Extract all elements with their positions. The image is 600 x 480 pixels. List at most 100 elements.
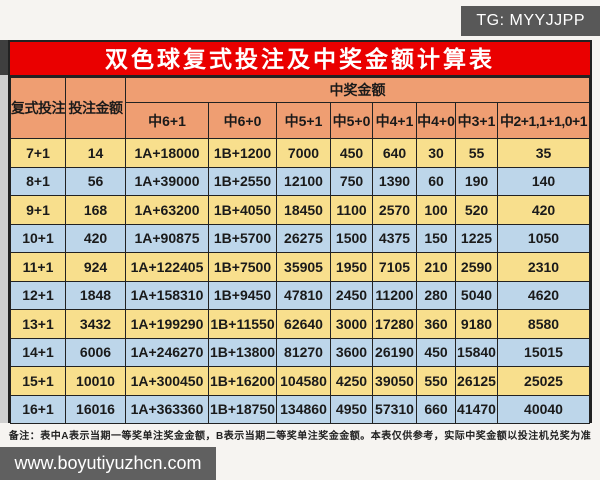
bet-cell: 15+1 — [10, 366, 66, 396]
prize-cell: 26190 — [372, 337, 417, 367]
prize-cell: 1950 — [330, 252, 373, 282]
prize-cell: 640 — [372, 138, 417, 168]
calculation-sheet: 双色球复式投注及中奖金额计算表 复式投注 投注金额 中奖金额 中6+1 中6+0… — [8, 40, 592, 424]
prize-cell: 280 — [416, 280, 456, 310]
prize-cell: 420 — [497, 195, 590, 225]
prize-cell: 360 — [416, 309, 456, 339]
prize-cell: 1A+300450 — [125, 366, 209, 396]
table-row: 7+1 14 1A+18000 1B+1200 7000 450 640 30 … — [10, 138, 590, 168]
prize-cell: 11200 — [372, 280, 417, 310]
prize-cell: 750 — [330, 166, 373, 196]
left-edge-shadow — [0, 40, 8, 75]
prize-cell: 30 — [416, 138, 456, 168]
prize-cell: 1A+90875 — [125, 223, 209, 253]
table-row: 13+1 3432 1A+199290 1B+11550 62640 3000 … — [10, 309, 590, 339]
website-url-bar: www.boyutiyuzhcn.com — [0, 447, 216, 480]
amount-cell: 6006 — [65, 337, 126, 367]
prize-cell: 18450 — [276, 195, 331, 225]
prize-cell: 62640 — [276, 309, 331, 339]
amount-cell: 168 — [65, 195, 126, 225]
amount-cell: 420 — [65, 223, 126, 253]
prize-cell: 2590 — [455, 252, 498, 282]
prize-cell: 15015 — [497, 337, 590, 367]
prize-cell: 1050 — [497, 223, 590, 253]
table-row: 15+1 10010 1A+300450 1B+16200 104580 425… — [10, 366, 590, 396]
prize-cell: 3000 — [330, 309, 373, 339]
bet-cell: 10+1 — [10, 223, 66, 253]
prize-cell: 1A+158310 — [125, 280, 209, 310]
bet-cell: 9+1 — [10, 195, 66, 225]
prize-cell: 1B+16200 — [208, 366, 277, 396]
prize-cell: 3600 — [330, 337, 373, 367]
prize-cell: 25025 — [497, 366, 590, 396]
table-header: 复式投注 投注金额 中奖金额 中6+1 中6+0 中5+1 中5+0 中4+1 … — [10, 77, 590, 139]
header-row-group: 复式投注 投注金额 中奖金额 — [10, 77, 590, 139]
prize-cell: 1100 — [330, 195, 373, 225]
prize-cell: 1B+18750 — [208, 394, 277, 424]
prize-cell: 2310 — [497, 252, 590, 282]
prize-cell: 55 — [455, 138, 498, 168]
bet-cell: 16+1 — [10, 394, 66, 424]
prize-cell: 1A+122405 — [125, 252, 209, 282]
col-header-prize: 中4+1 — [372, 102, 417, 139]
col-header-prize: 中5+1 — [276, 102, 331, 139]
prize-cell: 35905 — [276, 252, 331, 282]
prize-cell: 4950 — [330, 394, 373, 424]
col-header-amount: 投注金额 — [65, 77, 126, 139]
prize-cell: 1B+7500 — [208, 252, 277, 282]
prize-cell: 7105 — [372, 252, 417, 282]
prize-cell: 1A+63200 — [125, 195, 209, 225]
prize-cell: 1390 — [372, 166, 417, 196]
col-header-prize: 中6+0 — [208, 102, 277, 139]
bet-cell: 12+1 — [10, 280, 66, 310]
prize-cell: 134860 — [276, 394, 331, 424]
prize-cell: 4375 — [372, 223, 417, 253]
prize-cell: 450 — [330, 138, 373, 168]
amount-cell: 14 — [65, 138, 126, 168]
prize-cell: 1B+1200 — [208, 138, 277, 168]
amount-cell: 56 — [65, 166, 126, 196]
prize-cell: 40040 — [497, 394, 590, 424]
table-row: 14+1 6006 1A+246270 1B+13800 81270 3600 … — [10, 337, 590, 367]
prize-cell: 5040 — [455, 280, 498, 310]
prize-cell: 7000 — [276, 138, 331, 168]
prize-cell: 1B+2550 — [208, 166, 277, 196]
col-header-prize-group: 中奖金额 — [125, 77, 590, 103]
prize-cell: 57310 — [372, 394, 417, 424]
prize-cell: 104580 — [276, 366, 331, 396]
col-header-prize: 中6+1 — [125, 102, 209, 139]
prize-cell: 9180 — [455, 309, 498, 339]
prize-table: 复式投注 投注金额 中奖金额 中6+1 中6+0 中5+1 中5+0 中4+1 … — [10, 77, 590, 424]
prize-cell: 1B+5700 — [208, 223, 277, 253]
footnote: 备注：表中A表示当期一等奖单注奖金金额，B表示当期二等奖单注奖金金额。本表仅供参… — [8, 431, 592, 442]
prize-cell: 8580 — [497, 309, 590, 339]
prize-cell: 100 — [416, 195, 456, 225]
table-row: 11+1 924 1A+122405 1B+7500 35905 1950 71… — [10, 252, 590, 282]
prize-cell: 26125 — [455, 366, 498, 396]
prize-cell: 450 — [416, 337, 456, 367]
prize-cell: 41470 — [455, 394, 498, 424]
prize-cell: 1B+11550 — [208, 309, 277, 339]
prize-cell: 39050 — [372, 366, 417, 396]
prize-cell: 1A+363360 — [125, 394, 209, 424]
prize-cell: 550 — [416, 366, 456, 396]
prize-cell: 35 — [497, 138, 590, 168]
prize-cell: 60 — [416, 166, 456, 196]
col-header-prize: 中2+1,1+1,0+1 — [497, 102, 590, 139]
prize-cell: 1B+9450 — [208, 280, 277, 310]
prize-cell: 2570 — [372, 195, 417, 225]
amount-cell: 16016 — [65, 394, 126, 424]
prize-cell: 210 — [416, 252, 456, 282]
prize-cell: 81270 — [276, 337, 331, 367]
prize-cell: 1A+39000 — [125, 166, 209, 196]
bet-cell: 7+1 — [10, 138, 66, 168]
prize-cell: 520 — [455, 195, 498, 225]
prize-cell: 4620 — [497, 280, 590, 310]
prize-cell: 17280 — [372, 309, 417, 339]
page-title: 双色球复式投注及中奖金额计算表 — [10, 42, 590, 77]
prize-cell: 1A+246270 — [125, 337, 209, 367]
amount-cell: 3432 — [65, 309, 126, 339]
amount-cell: 1848 — [65, 280, 126, 310]
prize-cell: 12100 — [276, 166, 331, 196]
prize-cell: 660 — [416, 394, 456, 424]
